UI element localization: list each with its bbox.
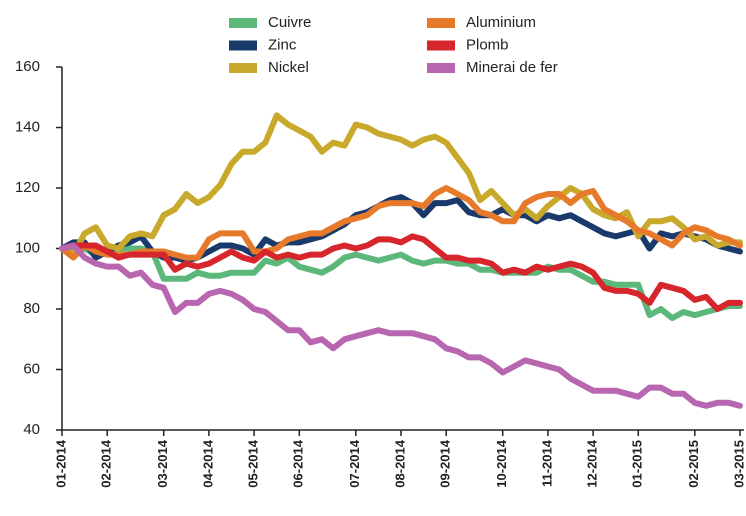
x-tick-label: 11-2014 xyxy=(539,439,554,487)
line xyxy=(59,233,743,312)
legend-swatch xyxy=(427,40,455,51)
x-tick-label: 10-2014 xyxy=(494,439,509,487)
legend-swatch xyxy=(229,40,257,51)
x-tick-label: 07-2014 xyxy=(347,439,362,487)
legend-label: Aluminium xyxy=(466,14,536,31)
x-tick-label: 02-2015 xyxy=(686,440,701,488)
y-tick-label: 140 xyxy=(15,118,40,135)
legend-label: Zinc xyxy=(268,36,297,53)
y-tick-label: 80 xyxy=(23,300,40,317)
legend-label: Cuivre xyxy=(268,14,311,31)
x-tick-label: 03-2014 xyxy=(155,439,170,487)
x-tick-label: 09-2014 xyxy=(438,439,453,487)
y-tick-label: 160 xyxy=(15,58,40,75)
legend-swatch xyxy=(229,18,257,28)
x-tick-label: 03-2015 xyxy=(731,440,746,488)
legend-label: Plomb xyxy=(466,36,509,53)
line xyxy=(59,185,743,261)
y-tick-label: 60 xyxy=(23,360,40,377)
x-tick-label: 05-2014 xyxy=(246,439,261,487)
line xyxy=(59,242,743,409)
y-tick-label: 40 xyxy=(23,421,40,438)
legend-label: Minerai de fer xyxy=(466,59,558,76)
y-tick-label: 120 xyxy=(15,179,40,196)
x-tick-label: 04-2014 xyxy=(200,439,215,487)
x-tick-label: 12-2014 xyxy=(585,439,600,487)
x-tick-label: 01-2014 xyxy=(53,439,68,487)
y-tick-label: 100 xyxy=(15,239,40,256)
legend-swatch xyxy=(229,63,257,73)
line xyxy=(59,112,743,258)
legend-swatch xyxy=(427,18,455,28)
legend-swatch xyxy=(427,63,455,73)
x-tick-label: 08-2014 xyxy=(392,439,407,487)
line xyxy=(59,245,743,322)
x-tick-label: 02-2014 xyxy=(99,439,114,487)
x-tick-label: 01-2015 xyxy=(630,440,645,488)
legend-label: Nickel xyxy=(268,59,309,76)
x-tick-label: 06-2014 xyxy=(291,439,306,487)
